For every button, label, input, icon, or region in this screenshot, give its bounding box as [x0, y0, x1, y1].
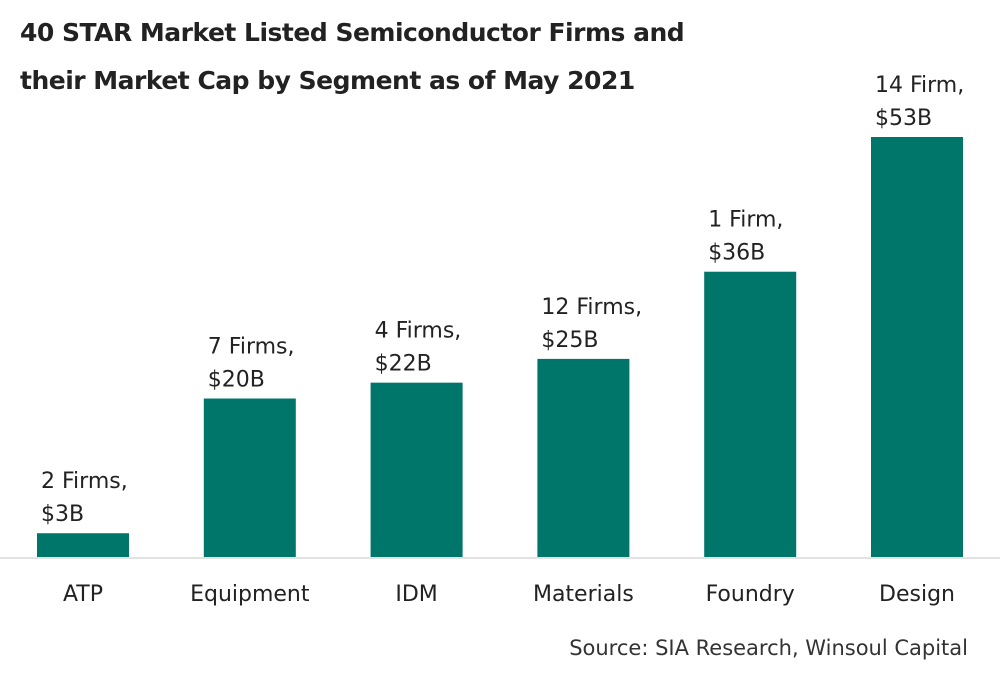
x-tick-label: ATP [63, 582, 103, 607]
data-label-value: $53B [875, 106, 932, 131]
data-label-firms: 12 Firms, [541, 295, 642, 320]
data-label-firms: 1 Firm, [708, 208, 783, 233]
x-tick-label: Equipment [190, 582, 310, 607]
bar-equipment [203, 398, 296, 557]
data-label-value: $3B [41, 502, 84, 527]
data-label-value: $25B [541, 328, 598, 353]
chart-title-line-1: 40 STAR Market Listed Semiconductor Firm… [20, 18, 685, 47]
data-label-value: $20B [208, 368, 265, 393]
bar-atp [37, 533, 129, 557]
data-label-value: $36B [708, 241, 765, 266]
x-tick-label: Materials [533, 582, 634, 607]
data-label-firms: 7 Firms, [208, 335, 295, 360]
bar-idm [370, 382, 463, 557]
bar-materials [537, 358, 630, 557]
bar-design [871, 137, 963, 557]
data-label-firms: 4 Firms, [375, 319, 462, 344]
x-tick-label: Foundry [706, 582, 795, 607]
x-tick-label: Design [879, 582, 955, 607]
data-label-value: $22B [375, 352, 432, 377]
x-tick-label: IDM [395, 582, 437, 607]
data-label-firms: 14 Firm, [875, 73, 964, 98]
data-label-firms: 2 Firms, [41, 469, 128, 494]
chart-title-line-2: their Market Cap by Segment as of May 20… [20, 66, 635, 95]
bar-foundry [704, 271, 797, 557]
source-note: Source: SIA Research, Winsoul Capital [569, 636, 968, 660]
